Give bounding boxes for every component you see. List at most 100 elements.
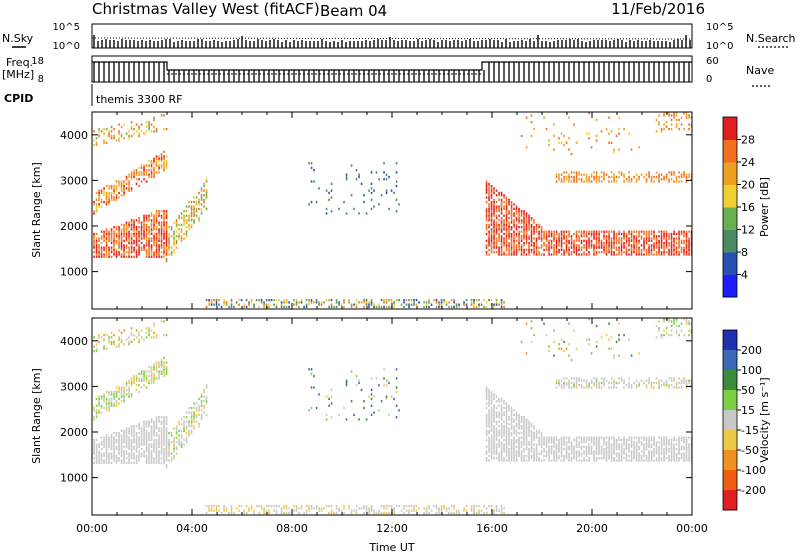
heatmap-cell [515, 438, 518, 442]
heatmap-cell [685, 438, 688, 442]
heatmap-cell [223, 504, 225, 508]
heatmap-cell [318, 301, 320, 304]
heatmap-cell [678, 244, 680, 247]
heatmap-cell [358, 379, 360, 382]
heatmap-cell [213, 303, 215, 306]
heatmap-cell [115, 445, 118, 448]
heatmap-cell [93, 447, 95, 451]
heatmap-cell [163, 320, 165, 323]
heatmap-cell [688, 447, 690, 451]
heatmap-cell [140, 123, 143, 126]
heatmap-cell [153, 216, 155, 220]
heatmap-cell [435, 298, 438, 302]
heatmap-cell [168, 239, 170, 242]
heatmap-cell [95, 137, 98, 140]
heatmap-cell [523, 420, 525, 423]
heatmap-cell [553, 443, 555, 446]
heatmap-cell [153, 116, 155, 119]
heatmap-cell [495, 216, 498, 220]
heatmap-cell [585, 386, 588, 389]
heatmap-cell [493, 214, 495, 217]
heatmap-cell [663, 381, 665, 385]
heatmap-cell [645, 441, 648, 444]
heatmap-cell [505, 454, 508, 458]
heatmap-cell [198, 409, 200, 412]
heatmap-cell [125, 434, 128, 437]
heatmap-cell [490, 406, 493, 410]
heatmap-cell [613, 447, 615, 451]
heatmap-cell [628, 438, 630, 442]
heatmap-cell [660, 130, 663, 133]
heatmap-cell [200, 198, 203, 201]
heatmap-cell [295, 509, 298, 512]
heatmap-cell [155, 241, 158, 245]
heatmap-cell [595, 379, 598, 382]
heatmap-cell [128, 223, 130, 227]
heatmap-cell [590, 235, 593, 238]
heatmap-cell [193, 205, 195, 208]
heatmap-cell [558, 241, 560, 245]
heatmap-cell [510, 219, 513, 222]
heatmap-cell [520, 418, 523, 421]
heatmap-cell [205, 395, 208, 398]
heatmap-cell [153, 427, 155, 430]
heatmap-cell [645, 447, 648, 451]
heatmap-cell [648, 438, 650, 442]
heatmap-cell [548, 232, 550, 236]
heatmap-cell [458, 305, 460, 309]
heatmap-cell [363, 507, 365, 510]
heatmap-cell [143, 377, 145, 380]
heatmap-cell [558, 178, 560, 181]
heatmap-cell [608, 232, 610, 236]
heatmap-cell [190, 418, 193, 421]
heatmap-cell [503, 253, 505, 256]
heatmap-cell [310, 180, 313, 183]
heatmap-cell [145, 228, 148, 231]
heatmap-cell [570, 450, 573, 453]
heatmap-cell [500, 457, 503, 460]
heatmap-cell [688, 333, 690, 337]
heatmap-cell [358, 173, 360, 176]
heatmap-cell [368, 189, 370, 192]
heatmap-cell [110, 461, 113, 464]
heatmap-cell [193, 420, 195, 423]
heatmap-cell [650, 232, 653, 236]
heatmap-cell [605, 445, 608, 448]
heatmap-cell [108, 246, 110, 249]
heatmap-cell [648, 239, 650, 242]
heatmap-cell [643, 452, 645, 455]
heatmap-cell [180, 429, 183, 433]
heatmap-cell [663, 112, 665, 115]
heatmap-cell [650, 436, 653, 439]
heatmap-cell [650, 246, 653, 249]
heatmap-cell [390, 298, 393, 302]
heatmap-cell [503, 205, 505, 208]
heatmap-cell [533, 251, 535, 254]
heatmap-cell [618, 241, 620, 245]
heatmap-cell [620, 438, 623, 442]
heatmap-cell [100, 237, 103, 240]
heatmap-cell [128, 248, 130, 252]
heatmap-cell [518, 246, 520, 249]
heatmap-cell [645, 241, 648, 245]
heatmap-cell [155, 361, 158, 364]
heatmap-cell [663, 450, 665, 453]
heatmap-cell [605, 235, 608, 238]
heatmap-cell [605, 436, 608, 439]
heatmap-cell [505, 432, 508, 435]
heatmap-cell [563, 171, 565, 174]
heatmap-cell [638, 384, 640, 387]
heatmap-cell [158, 434, 160, 437]
heatmap-cell [130, 127, 133, 131]
heatmap-cell [155, 434, 158, 437]
heatmap-cell [185, 221, 188, 224]
heatmap-cell [500, 436, 503, 439]
heatmap-cell [210, 507, 213, 510]
heatmap-cell [395, 504, 398, 508]
heatmap-cell [675, 457, 678, 460]
heatmap-cell [428, 305, 430, 309]
heatmap-cell [118, 251, 120, 254]
heatmap-cell [613, 230, 615, 233]
heatmap-cell [325, 207, 328, 211]
heatmap-cell [163, 361, 165, 364]
